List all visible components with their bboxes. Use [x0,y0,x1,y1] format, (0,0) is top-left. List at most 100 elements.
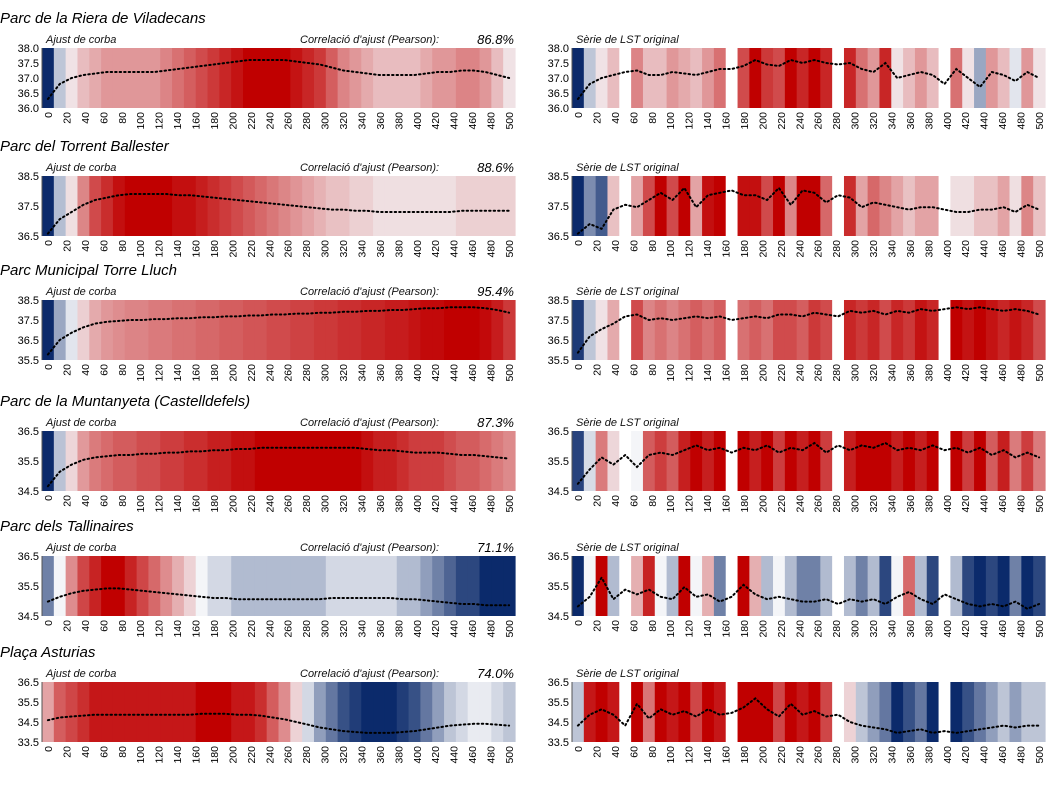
heat-cell [938,431,951,491]
x-tick-label: 500 [1034,495,1046,513]
heat-cell [761,300,774,360]
heat-cell [89,556,102,616]
heat-cell [124,48,138,108]
heat-cell [867,431,881,491]
x-tick-label: 380 [393,112,405,130]
heat-cell [361,556,374,616]
fit-label: Ajust de corba [46,162,117,174]
x-tick-label: 120 [154,112,166,130]
heat-cell [302,300,315,360]
heat-cell [725,431,739,491]
x-tick-label: 300 [320,364,332,382]
heat-cell [254,48,268,108]
x-tick-label: 260 [283,364,295,382]
x-tick-label: 240 [794,495,806,513]
x-tick-label: 160 [191,746,203,764]
heat-cell [1009,556,1022,616]
heat-cell [349,48,362,108]
fit-chart: 38.5 37.5 36.5 0 20 40 60 80 100 120 140 160 180 200 2… [18,171,516,258]
x-tick-label: 100 [135,240,147,258]
heat-cell [808,300,821,360]
heat-cell [408,176,421,236]
heat-cell [619,431,632,491]
heat-cell [631,431,644,491]
x-tick-label: 420 [960,364,972,382]
heat-cell [183,431,197,491]
heat-cell [408,556,421,616]
heat-cell [879,556,892,616]
x-tick-label: 220 [776,112,788,130]
x-tick-label: 140 [172,495,184,513]
orig-label: Sèrie de LST original [576,542,679,554]
x-tick-label: 500 [1034,620,1046,638]
x-tick-label: 360 [905,240,917,258]
heat-cell [926,431,940,491]
x-tick-label: 100 [665,620,677,638]
heat-cell [444,556,457,616]
heat-cell [313,176,327,236]
x-tick-label: 60 [628,620,640,632]
x-tick-label: 100 [135,495,147,513]
heat-cell [926,300,940,360]
x-tick-label: 260 [813,746,825,764]
heat-cell [914,556,928,616]
heat-cell [136,556,150,616]
heat-cell [207,431,220,491]
heat-cell [172,431,185,491]
x-tick-label: 40 [610,240,622,252]
heat-cell [479,48,492,108]
heat-cell [796,176,810,236]
x-tick-label: 0 [43,112,55,118]
heat-cell [432,176,445,236]
heat-cell [654,682,668,742]
x-tick-label: 220 [246,495,258,513]
fit-curve [46,712,511,734]
y-tick-label: 35.5 [18,697,39,709]
heat-cell [843,48,857,108]
x-tick-label: 460 [467,364,479,382]
heat-cell [183,176,197,236]
heat-cell [1033,431,1046,491]
heat-cell [65,300,79,360]
orig-label: Sèrie de LST original [576,668,679,680]
heat-cell [595,176,609,236]
x-tick-label: 60 [628,364,640,376]
heat-cell [467,431,481,491]
heat-cell [1033,682,1046,742]
x-tick-label: 140 [702,746,714,764]
heat-cell [761,48,774,108]
heat-cell [796,556,810,616]
heat-cell [642,431,656,491]
heat-cell [702,300,715,360]
x-tick-label: 60 [98,112,110,124]
x-tick-label: 340 [356,240,368,258]
x-tick-label: 480 [486,364,498,382]
x-tick-label: 260 [283,746,295,764]
orig-label: Sèrie de LST original [576,417,679,429]
y-tick-label: 38.5 [548,295,569,307]
heat-cell [820,431,833,491]
heat-cell [195,682,209,742]
heat-cell [325,176,339,236]
heat-cell [101,300,114,360]
heat-cell [290,300,303,360]
heat-cell [678,682,691,742]
heat-cell [962,556,975,616]
heat-cell [1009,48,1022,108]
x-tick-label: 180 [739,240,751,258]
x-tick-label: 20 [61,240,73,252]
x-tick-label: 240 [794,620,806,638]
heat-cell [503,300,516,360]
x-tick-label: 200 [227,112,239,130]
heat-cell [962,176,975,236]
orig-panel: Sèrie de LST original 36.5 35.5 34.5 0 20 40 60… [530,417,1050,537]
fit-panel: Ajust de corba Correlació d'ajust (Pearso… [0,284,520,406]
x-tick-label: 280 [831,364,843,382]
x-tick-label: 440 [979,495,991,513]
lst-series-line [576,697,1041,734]
x-tick-label: 480 [486,240,498,258]
orig-label: Sèrie de LST original [576,34,679,46]
heat-cell [702,682,715,742]
x-tick-label: 160 [721,364,733,382]
x-tick-label: 80 [117,364,129,376]
